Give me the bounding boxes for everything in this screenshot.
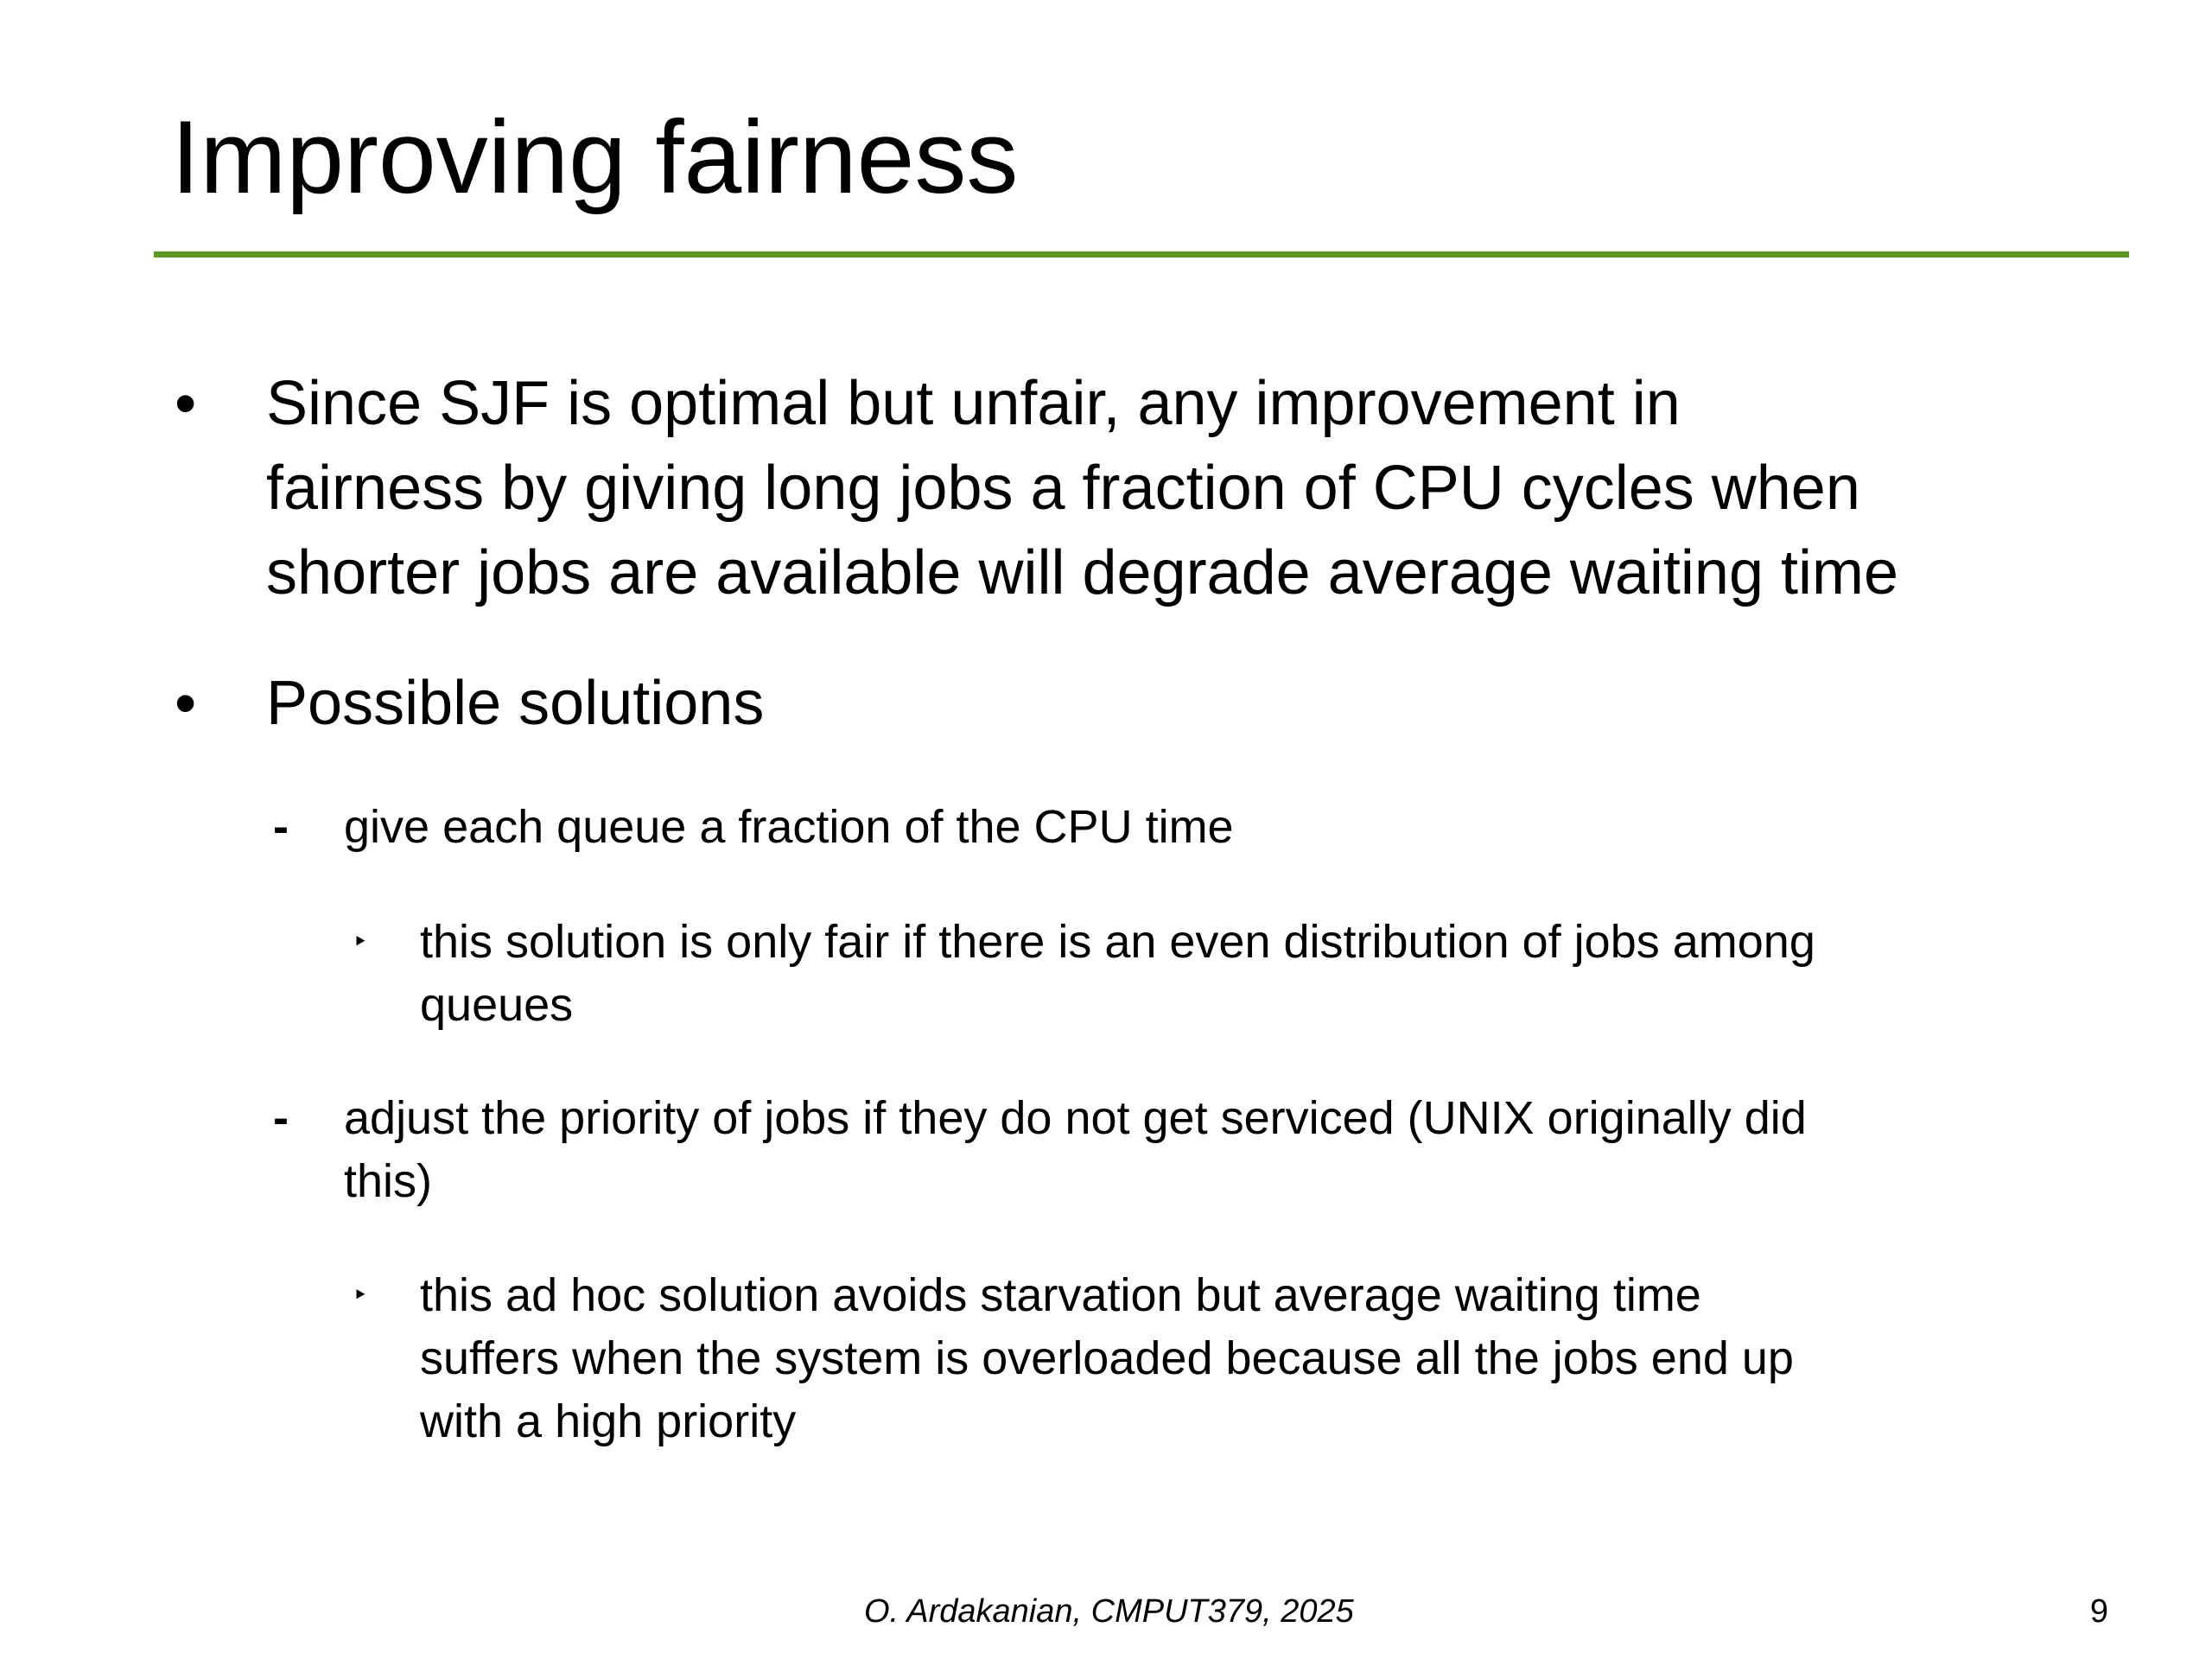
bullet-line: this ad hoc solution avoids starvation b… [420, 1269, 1701, 1321]
bullet-line: give each queue a fraction of the CPU ti… [344, 801, 1234, 853]
bullet-line: suffers when the system is overloaded be… [420, 1332, 1794, 1384]
bullet-marker: • [175, 369, 197, 438]
bullet-marker: • [175, 669, 197, 738]
page-number: 9 [2089, 1593, 2108, 1630]
triangle-marker: ‣ [353, 1281, 368, 1310]
bullet-line: fairness by giving long jobs a fraction … [266, 454, 1860, 523]
sub-bullet-text: adjust the priority of jobs if they do n… [344, 1087, 1807, 1213]
bullet-line: Since SJF is optimal but unfair, any imp… [266, 369, 1681, 438]
sub-bullet-text: give each queue a fraction of the CPU ti… [344, 796, 1234, 859]
bullet-text: Possible solutions [266, 661, 764, 746]
sub-sub-bullet-text: this solution is only fair if there is a… [420, 911, 1815, 1037]
bullet-line: queues [420, 979, 574, 1031]
bullet-line: this) [344, 1155, 433, 1207]
title-divider [154, 251, 2129, 257]
footer-credit: O. Ardakanian, CMPUT379, 2025 [864, 1593, 1354, 1630]
triangle-marker: ‣ [353, 928, 368, 957]
dash-marker: - [273, 1092, 289, 1144]
bullet-line: Possible solutions [266, 669, 765, 738]
slide-title: Improving fairness [171, 99, 1019, 215]
bullet-text: Since SJF is optimal but unfair, any imp… [266, 361, 1898, 615]
bullet-line: with a high priority [420, 1395, 797, 1447]
bullet-line: this solution is only fair if there is a… [420, 916, 1815, 968]
sub-sub-bullet-text: this ad hoc solution avoids starvation b… [420, 1264, 1794, 1453]
dash-marker: - [273, 801, 289, 853]
bullet-line: shorter jobs are available will degrade … [266, 538, 1899, 607]
bullet-line: adjust the priority of jobs if they do n… [344, 1092, 1807, 1144]
